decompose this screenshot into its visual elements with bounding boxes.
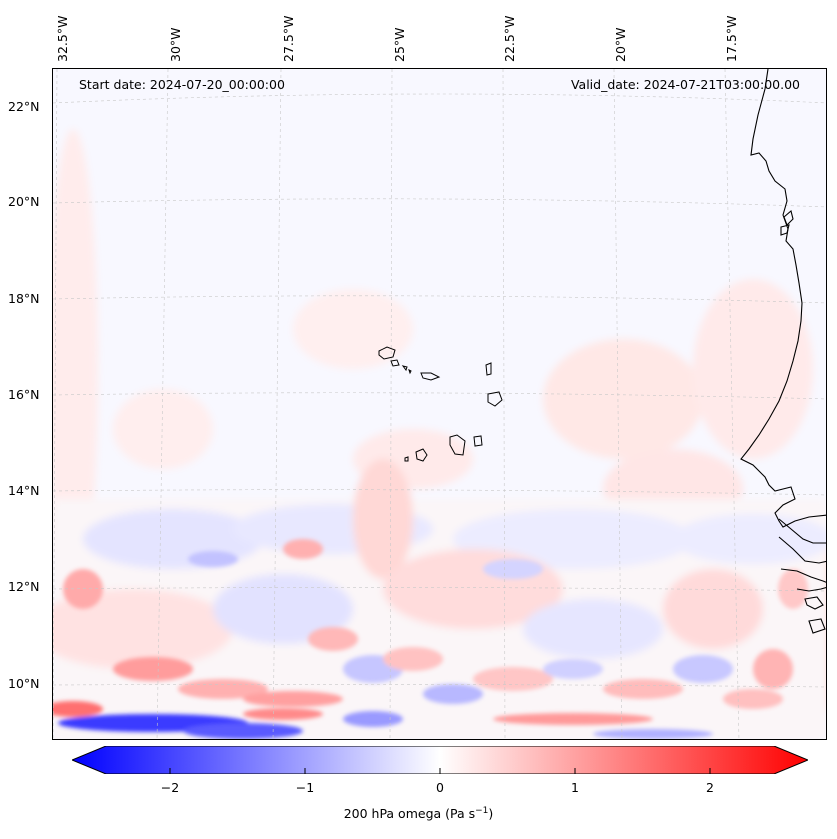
colorbar-label: 200 hPa omega (Pa s−1) [0,806,837,821]
cb-tick-label: 2 [706,780,714,795]
valid-date-label: Valid_date: 2024-07-21T03:00:00.00 [570,77,800,92]
colorbar [72,746,808,774]
lat-label-16n: 16°N [8,387,40,402]
lon-label-25w: 25°W [392,27,407,62]
colorbar-gradient [72,746,808,774]
lon-label-32-5w: 32.5°W [55,15,70,62]
lat-label-22n: 22°N [8,99,40,114]
colorbar-label-exp: −1 [475,806,489,816]
lon-label-30w: 30°W [168,27,183,62]
colorbar-label-close: ) [488,806,494,822]
cb-tick-label: 1 [571,780,579,795]
start-date-label: Start date: 2024-07-20_00:00:00 [79,77,285,92]
cape-verde-islands [378,346,503,462]
lon-label-20w: 20°W [613,27,628,62]
lat-label-10n: 10°N [8,676,40,691]
lat-label-20n: 20°N [8,194,40,209]
lon-label-27-5w: 27.5°W [281,15,296,62]
african-coastline [740,69,826,634]
lat-label-18n: 18°N [8,291,40,306]
cb-tick-label: −2 [160,780,180,795]
lat-label-12n: 12°N [8,579,40,594]
lon-label-22-5w: 22.5°W [502,15,517,62]
cb-tick-label: −1 [295,780,315,795]
colorbar-label-main: 200 hPa omega (Pa s [343,806,476,822]
strong-bottom-features [53,701,713,739]
map-panel[interactable]: Start date: 2024-07-20_00:00:00 Valid_da… [52,68,827,740]
graticule [53,69,826,739]
cb-tick-label: 0 [436,780,444,795]
small-scale-features [63,539,808,709]
lat-label-14n: 14°N [8,483,40,498]
omega-field-map [53,69,826,739]
lon-label-17-5w: 17.5°W [724,15,739,62]
